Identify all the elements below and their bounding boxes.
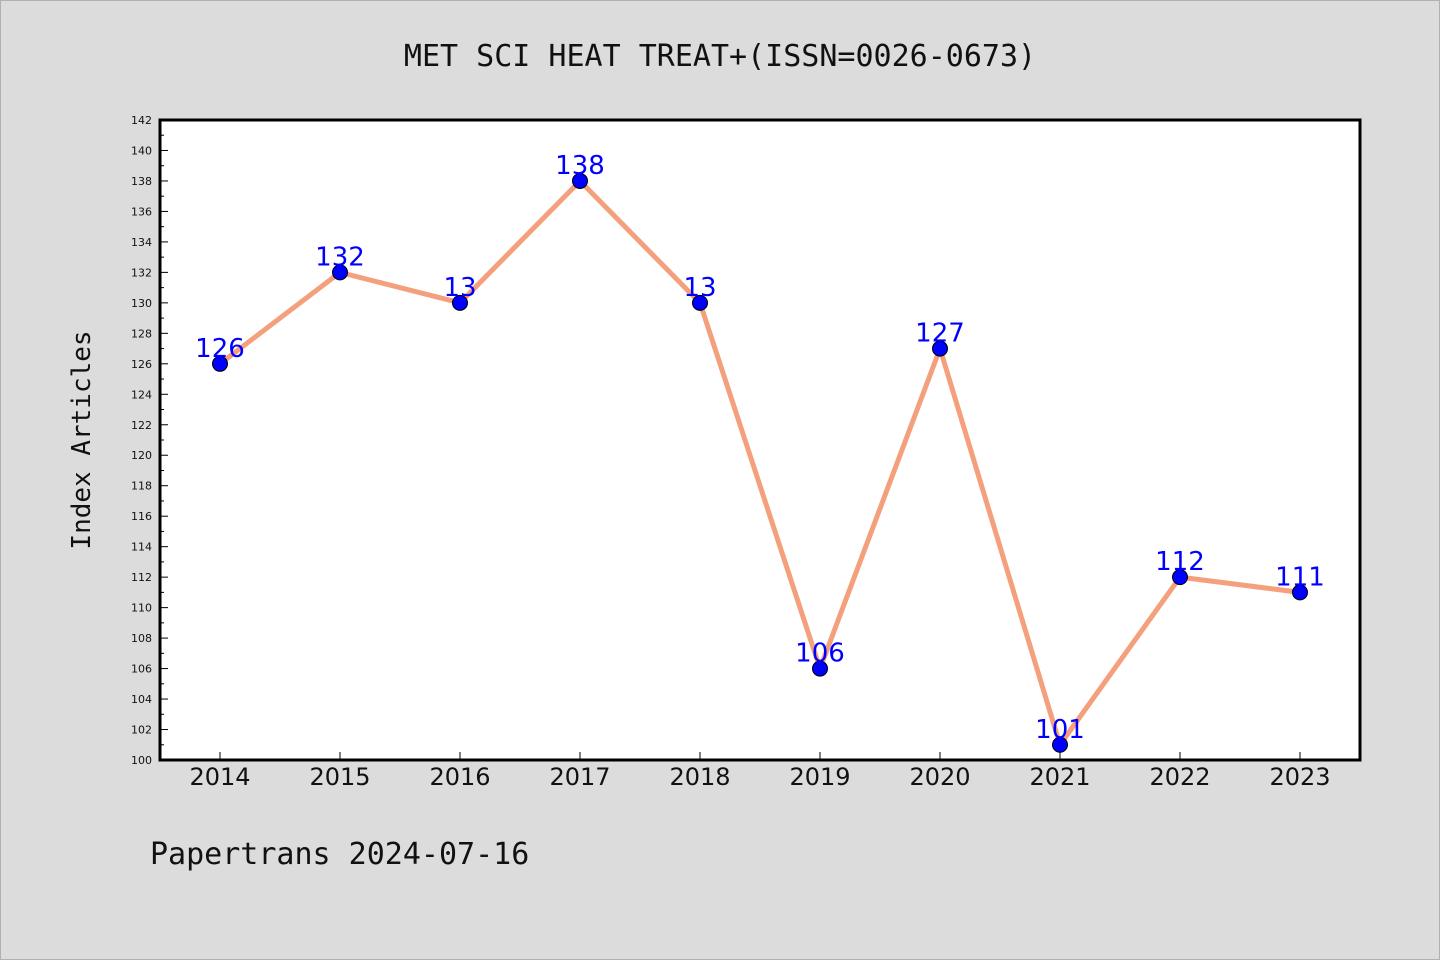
y-tick-label: 136 [131,205,152,218]
x-tick-label: 2020 [909,763,970,791]
x-tick-label: 2021 [1029,763,1090,791]
y-tick-label: 114 [131,541,152,554]
series-layer [212,172,1308,753]
y-tick-label: 134 [131,236,152,249]
x-axis: 2014 2015 2016 2017 2018 2019 2020 2021 2022 2023 [189,752,1331,791]
y-tick-label: 102 [131,724,152,737]
data-label: 13 [683,273,716,303]
y-axis-title: Index Articles [67,330,97,549]
data-label: 112 [1155,547,1205,577]
y-tick-label: 120 [131,449,152,462]
y-tick-label: 126 [131,358,152,371]
y-tick-label: 140 [131,144,152,157]
x-tick-label: 2022 [1149,763,1210,791]
chart-title: MET SCI HEAT TREAT+(ISSN=0026-0673) [404,39,1036,74]
data-point [692,294,708,311]
data-label: 106 [795,639,845,669]
y-tick-label: 108 [131,632,152,645]
x-tick-label: 2018 [669,763,730,791]
data-point [932,340,948,357]
data-point [1172,569,1188,586]
y-tick-label: 110 [131,602,152,615]
y-tick-label: 128 [131,327,152,340]
data-label: 132 [315,242,365,272]
data-label: 138 [555,151,605,181]
y-tick-label: 132 [131,266,152,279]
y-tick-label: 104 [131,693,152,706]
y-tick-label: 116 [131,510,152,523]
y-tick-label: 112 [131,571,152,584]
y-tick-label: 142 [131,114,152,127]
y-tick-label: 122 [131,419,152,432]
data-point [1292,584,1308,601]
data-point [212,355,228,372]
data-label: 111 [1275,562,1325,592]
series-line [217,178,1303,748]
x-tick-label: 2023 [1269,763,1330,791]
y-tick-label: 106 [131,663,152,676]
y-tick-label: 100 [131,754,152,767]
data-point [1052,736,1068,753]
plot-area [158,118,1362,762]
y-tick-label: 124 [131,388,152,401]
data-point [332,264,348,281]
data-point [452,294,468,311]
x-tick-label: 2017 [549,763,610,791]
data-label: 127 [915,319,965,349]
y-axis: 100 102 104 106 108 110 112 114 116 118 120 122 124 1… [131,114,168,767]
data-point [812,660,828,677]
x-tick-label: 2016 [429,763,490,791]
x-tick-label: 2014 [189,763,250,791]
x-tick-label: 2019 [789,763,850,791]
y-tick-label: 130 [131,297,152,310]
data-label: 13 [443,273,476,303]
data-point [572,172,588,189]
data-label: 126 [195,334,245,364]
x-tick-label: 2015 [309,763,370,791]
y-tick-label: 118 [131,480,152,493]
y-tick-label: 138 [131,175,152,188]
footer-date-stamp: Papertrans 2024-07-16 [150,837,529,872]
data-label-layer: 126 132 13 138 13 106 127 101 112 111 [195,151,1325,745]
data-label: 101 [1035,715,1085,745]
